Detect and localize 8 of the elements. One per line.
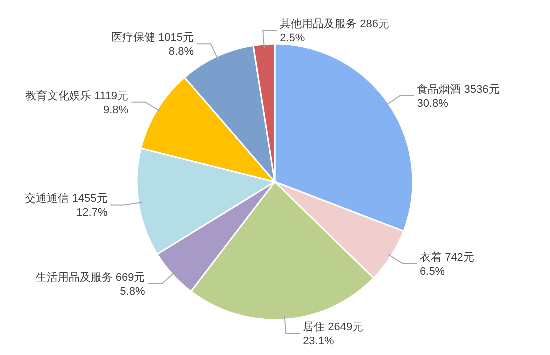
slice-label: 生活用品及服务 669元 5.8% [36,270,146,298]
slice-label: 食品烟酒 3536元 30.8% [417,82,500,110]
slice-label: 教育文化娱乐 1119元 9.8% [26,89,129,116]
slice-label: 其他用品及服务 286元 2.5% [280,17,390,44]
slice-label: 衣着 742元 6.5% [420,250,474,278]
slice-label: 交通通信 1455元 12.7% [25,192,108,220]
slice-label: 医疗保健 1015元 8.8% [111,31,194,58]
slice-label: 居住 2649元 23.1% [303,322,364,348]
